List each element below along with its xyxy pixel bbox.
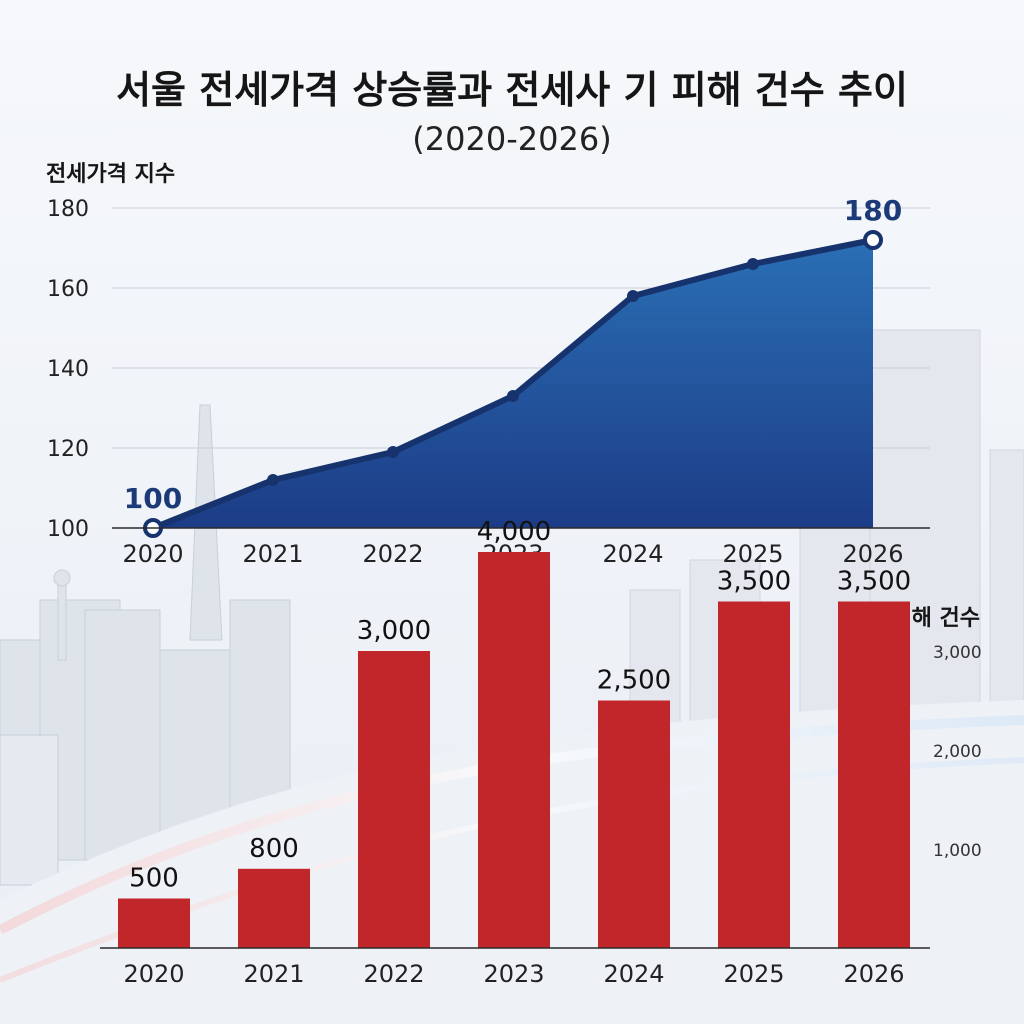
- line-y-axis-title: 전세가격 지수: [46, 162, 175, 187]
- line-x-tick-label: 2022: [362, 540, 423, 568]
- line-x-tick-label: 2021: [242, 540, 303, 568]
- line-x-tick-label: 2020: [122, 540, 183, 568]
- bar: [598, 700, 670, 948]
- line-x-tick-label: 2025: [722, 540, 783, 568]
- chart-subtitle: (2020-2026): [412, 120, 611, 158]
- line-data-label: 100: [124, 482, 182, 515]
- bar-data-labels: 500 800 3,000 4,000 2,500 3,500 3,500: [129, 517, 911, 894]
- bar-data-label: 500: [129, 864, 179, 894]
- bar-y-tick-label: 3,000: [933, 643, 982, 663]
- line-point: [747, 258, 759, 270]
- bar-y-ticks: 1,000 2,000 3,000: [933, 643, 982, 861]
- line-point: [387, 446, 399, 458]
- bars: [118, 552, 910, 948]
- line-point: [507, 390, 519, 402]
- line-y-tick-label: 100: [47, 517, 89, 542]
- line-x-tick-label: 2026: [842, 540, 903, 568]
- bar: [718, 601, 790, 948]
- bar-x-tick-label: 2024: [603, 960, 664, 988]
- bar-data-label: 4,000: [477, 517, 551, 547]
- bar-data-label: 800: [249, 834, 299, 864]
- line-data-labels: 100 180: [124, 194, 902, 515]
- line-x-tick-label: 2024: [602, 540, 663, 568]
- bar-y-tick-label: 2,000: [933, 742, 982, 762]
- line-y-tick-label: 140: [47, 357, 89, 382]
- bar-data-label: 3,000: [357, 616, 431, 646]
- bar-y-tick-label: 1,000: [933, 841, 982, 861]
- bar-data-label: 2,500: [597, 666, 671, 696]
- bar-x-tick-label: 2020: [123, 960, 184, 988]
- bar-data-label: 3,500: [837, 567, 911, 597]
- line-data-label: 180: [844, 194, 902, 227]
- bar-x-ticks: 2020 2021 2022 2023 2024 2025 2026: [123, 960, 904, 988]
- line-point: [267, 474, 279, 486]
- line-endpoint: [863, 230, 883, 250]
- line-y-tick-label: 180: [47, 197, 89, 222]
- bar-data-label: 3,500: [717, 567, 791, 597]
- bar: [478, 552, 550, 948]
- bar: [238, 868, 310, 948]
- line-area-fill: [153, 240, 873, 528]
- line-points: [143, 230, 883, 538]
- bar-x-tick-label: 2022: [363, 960, 424, 988]
- bar-x-tick-label: 2021: [243, 960, 304, 988]
- line-y-ticks: 100 120 140 160 180: [47, 197, 89, 542]
- bar: [838, 601, 910, 948]
- bar: [118, 898, 190, 948]
- bar: [358, 651, 430, 948]
- line-y-tick-label: 120: [47, 437, 89, 462]
- bar-x-tick-label: 2026: [843, 960, 904, 988]
- bar-x-tick-label: 2025: [723, 960, 784, 988]
- chart-title: 서울 전세가격 상승률과 전세사 기 피해 건수 추이: [116, 68, 908, 112]
- bar-x-tick-label: 2023: [483, 960, 544, 988]
- line-y-tick-label: 160: [47, 277, 89, 302]
- line-point: [627, 290, 639, 302]
